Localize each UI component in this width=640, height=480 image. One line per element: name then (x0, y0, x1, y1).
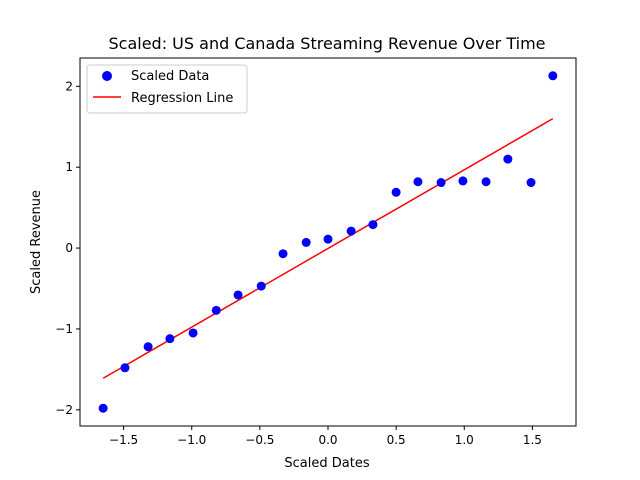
y-axis-label: Scaled Revenue (29, 190, 44, 294)
data-point (301, 237, 311, 247)
plot-area (79, 57, 577, 427)
x-tick-label: 1.5 (523, 433, 542, 447)
legend-label-regression: Regression Line (131, 91, 233, 106)
data-point (526, 178, 536, 188)
y-axis: −2 −1 0 1 2 (55, 79, 80, 417)
data-point (323, 234, 333, 244)
points-layer (98, 71, 558, 413)
data-point (165, 334, 175, 344)
data-point (503, 154, 513, 164)
data-point (368, 220, 378, 230)
data-point (391, 187, 401, 197)
regression-line (102, 118, 554, 379)
x-tick-label: 1.0 (455, 433, 474, 447)
y-tick-label: −1 (55, 322, 73, 336)
data-point (413, 177, 423, 187)
data-point (548, 71, 558, 81)
chart-title: Scaled: US and Canada Streaming Revenue … (109, 34, 546, 53)
legend-marker-scaled-data (102, 71, 112, 81)
y-tick-label: 1 (65, 160, 73, 174)
data-point (256, 281, 266, 291)
y-tick-label: 2 (65, 79, 73, 93)
y-tick-label: 0 (65, 241, 73, 255)
data-point (481, 177, 491, 187)
x-tick-label: −1.5 (109, 433, 138, 447)
legend-label-scaled-data: Scaled Data (131, 69, 209, 84)
data-point (436, 178, 446, 188)
data-point (278, 249, 288, 259)
x-tick-label: −1.0 (177, 433, 206, 447)
data-point (211, 305, 221, 315)
data-point (98, 403, 108, 413)
data-point (233, 290, 243, 300)
x-tick-label: 0.5 (387, 433, 406, 447)
data-point (143, 342, 153, 352)
legend: Scaled Data Regression Line (86, 64, 248, 114)
x-axis-label: Scaled Dates (284, 456, 369, 471)
data-point (458, 176, 468, 186)
legend-frame (86, 64, 248, 114)
x-tick-label: −0.5 (245, 433, 274, 447)
data-point (346, 226, 356, 236)
data-point (120, 363, 130, 373)
x-axis: −1.5 −1.0 −0.5 0.0 0.5 1.0 1.5 (109, 426, 542, 447)
data-point (188, 328, 198, 338)
regression-layer (102, 118, 554, 379)
y-tick-label: −2 (55, 403, 73, 417)
x-tick-label: 0.0 (318, 433, 337, 447)
